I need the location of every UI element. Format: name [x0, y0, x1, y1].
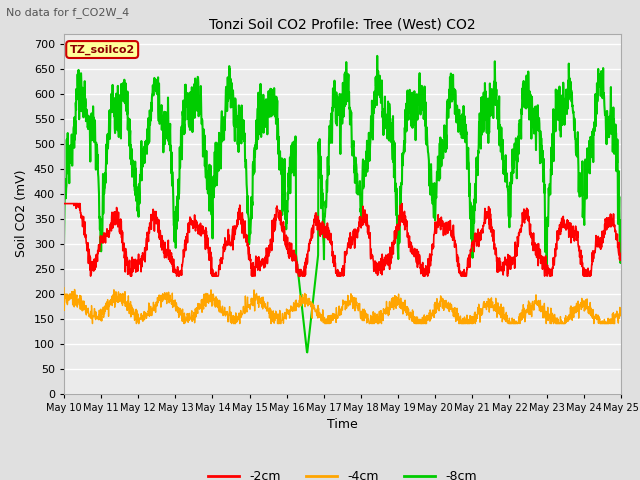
- Text: TZ_soilco2: TZ_soilco2: [70, 44, 135, 55]
- X-axis label: Time: Time: [327, 418, 358, 431]
- Legend: -2cm, -4cm, -8cm: -2cm, -4cm, -8cm: [204, 465, 481, 480]
- Text: No data for f_CO2W_4: No data for f_CO2W_4: [6, 7, 130, 18]
- Y-axis label: Soil CO2 (mV): Soil CO2 (mV): [15, 170, 28, 257]
- Title: Tonzi Soil CO2 Profile: Tree (West) CO2: Tonzi Soil CO2 Profile: Tree (West) CO2: [209, 17, 476, 31]
